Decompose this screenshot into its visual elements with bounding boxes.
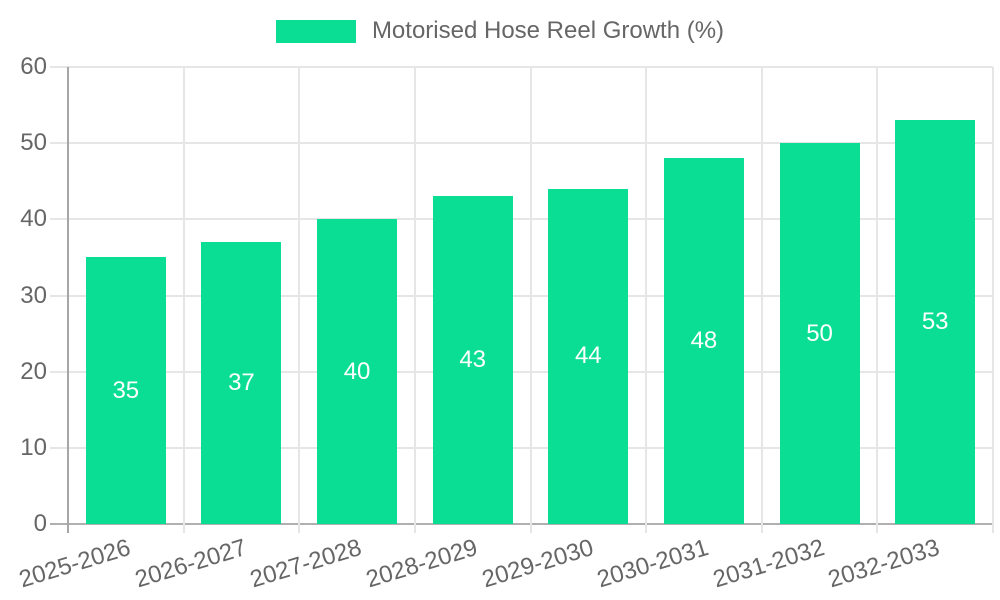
v-gridline	[529, 67, 532, 533]
bar-value-label: 53	[921, 308, 949, 336]
bar	[663, 158, 744, 524]
h-gridline	[50, 370, 993, 373]
bar-value-label: 35	[112, 376, 140, 404]
y-tick-label: 0	[33, 510, 47, 537]
y-tick-label: 20	[20, 357, 47, 385]
x-tick-label: 2028-2029	[362, 534, 481, 594]
legend-swatch	[275, 19, 356, 43]
v-gridline	[876, 67, 879, 533]
x-tick-label: 2026-2027	[131, 534, 250, 594]
bar	[201, 242, 282, 524]
x-axis-line	[50, 523, 993, 525]
v-gridline	[182, 67, 185, 533]
y-tick-label: 10	[20, 433, 47, 461]
v-gridline	[645, 67, 648, 533]
bar-value-label: 40	[343, 357, 371, 385]
x-tick-label: 2031-2032	[709, 534, 828, 594]
bar-value-label: 50	[806, 319, 833, 347]
x-tick-label: 2025-2026	[16, 534, 134, 594]
v-gridline	[992, 67, 994, 533]
bar	[779, 143, 860, 524]
bar-value-label: 43	[459, 346, 487, 374]
legend-label: Motorised Hose Reel Growth (%)	[371, 17, 725, 44]
bar	[548, 188, 629, 524]
y-tick-label: 40	[20, 205, 47, 233]
bar	[85, 257, 166, 524]
bar-value-label: 44	[574, 342, 602, 370]
h-gridline	[50, 142, 993, 145]
h-gridline	[50, 446, 993, 449]
h-gridline	[50, 218, 993, 221]
x-tick-label: 2027-2028	[247, 534, 365, 594]
bar	[895, 120, 976, 524]
y-tick-label: 30	[20, 281, 47, 309]
x-tick-label: 2032-2033	[825, 534, 944, 594]
legend-item[interactable]: Motorised Hose Reel Growth (%)	[0, 17, 1000, 45]
v-gridline	[760, 67, 763, 533]
bar	[317, 219, 398, 524]
h-gridline	[50, 66, 993, 68]
y-tick-label: 60	[20, 53, 47, 80]
bar-value-label: 37	[228, 369, 255, 397]
v-gridline	[298, 67, 301, 533]
h-gridline	[50, 294, 993, 297]
x-tick-label: 2029-2030	[478, 534, 597, 594]
y-axis-line	[67, 67, 69, 533]
bar-value-label: 48	[690, 327, 718, 355]
v-gridline	[413, 67, 416, 533]
x-tick-label: 2030-2031	[594, 534, 712, 594]
bar	[432, 196, 513, 524]
y-tick-label: 50	[20, 129, 47, 157]
